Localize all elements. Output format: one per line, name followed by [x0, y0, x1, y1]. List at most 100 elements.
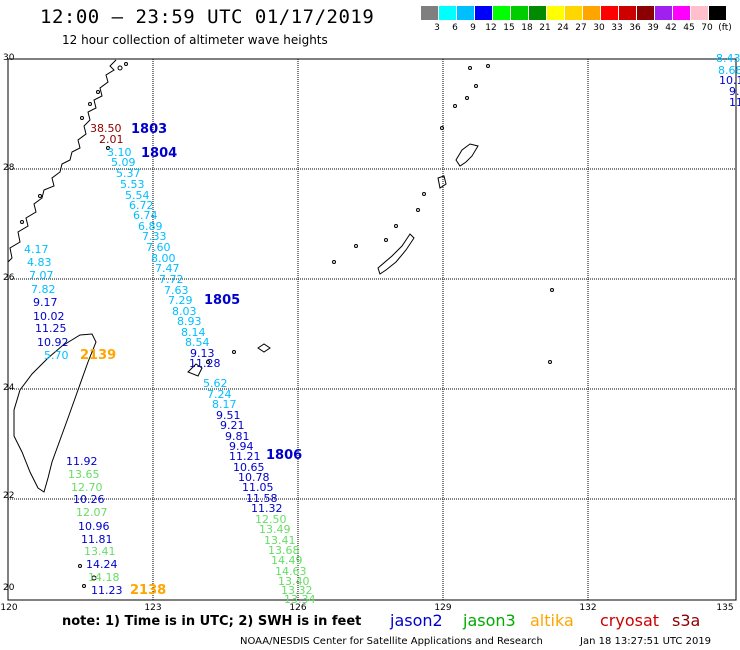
pass-time-label: 2139 [80, 348, 117, 363]
wave-height-value: 12.07 [76, 506, 108, 519]
wave-height-value: 7.60 [146, 241, 171, 254]
wave-height-value: 14.18 [88, 571, 120, 584]
wave-height-value: 13.32 [281, 584, 313, 597]
wave-height-value: 8.03 [172, 305, 197, 318]
wave-height-value: 7.24 [207, 388, 232, 401]
wave-height-value: 10.02 [33, 310, 65, 323]
satellite-name: s3a [672, 611, 701, 630]
wave-height-value: 7.07 [29, 269, 54, 282]
legend-swatch [601, 6, 619, 20]
wave-height-value: 2.01 [99, 133, 124, 146]
wave-height-value: 6.72 [129, 199, 154, 212]
legend-label: 45 [683, 23, 695, 33]
wave-height-value: 14.49 [271, 554, 303, 567]
legend-label: 36 [629, 23, 641, 33]
wave-height-value: 7.63 [164, 284, 189, 297]
lon-label: 123 [144, 603, 162, 613]
wave-height-value: 13.41 [84, 545, 116, 558]
wave-height-value: 5.62 [203, 377, 228, 390]
wave-height-value: 13.65 [68, 468, 100, 481]
legend-swatch [457, 6, 475, 20]
legend-label: 3 [434, 23, 440, 33]
wave-height-value: 13.40 [278, 575, 310, 588]
lon-label: 129 [434, 603, 452, 613]
footer-note: note: 1) Time is in UTC; 2) SWH is in fe… [62, 614, 362, 629]
wave-height-value: 8.14 [181, 326, 206, 339]
legend-label: 6 [452, 23, 458, 33]
wave-height-value: 5.53 [120, 178, 145, 191]
legend-label: 12 [485, 23, 497, 33]
wave-height-value: 10.1 [719, 74, 740, 87]
wave-height-value: 7.82 [31, 283, 56, 296]
wave-height-value: 9.13 [190, 347, 215, 360]
wave-height-value: 10.92 [37, 336, 69, 349]
legend-swatch [565, 6, 583, 20]
wave-height-value: 3.10 [107, 146, 132, 159]
legend-label: (ft) [718, 23, 732, 33]
ryukyu-islands [78, 64, 554, 588]
wave-height-value: 5.70 [44, 349, 69, 362]
legend-label: 21 [539, 23, 551, 33]
legend-label: 70 [701, 23, 713, 33]
legend-swatch [421, 6, 439, 20]
lat-label: 28 [3, 163, 15, 173]
legend-label: 42 [665, 23, 677, 33]
lat-label: 30 [3, 53, 15, 63]
legend-swatch [673, 6, 691, 20]
lon-label: 135 [716, 603, 734, 613]
coastal-islands [20, 62, 128, 224]
wave-height-value: 8.54 [185, 336, 210, 349]
legend-swatch [619, 6, 637, 20]
wave-height-value: 7.33 [142, 230, 167, 243]
lat-label: 22 [3, 491, 15, 501]
legend-swatch [439, 6, 457, 20]
legend-label: 33 [611, 23, 623, 33]
wave-height-value: 11 [729, 96, 740, 109]
lon-label: 126 [289, 603, 307, 613]
wave-height-value: 6.74 [133, 209, 158, 222]
wave-height-value: 8.43 [716, 52, 740, 65]
wave-height-value: 9.51 [216, 409, 241, 422]
wave-height-value: 4.83 [27, 256, 52, 269]
wave-height-value: 9. [729, 85, 740, 98]
wave-height-value: 14.63 [275, 565, 307, 578]
wave-height-value: 11.81 [81, 533, 113, 546]
wave-height-value: 10.26 [73, 493, 105, 506]
wave-height-value: 11.32 [251, 502, 283, 515]
wave-height-value: 8.93 [177, 315, 202, 328]
wave-height-value: 13.49 [259, 523, 291, 536]
wave-height-value: 11.21 [229, 450, 261, 463]
legend-swatch [547, 6, 565, 20]
wave-height-value: 9.81 [225, 430, 250, 443]
lat-label: 26 [3, 273, 15, 283]
wave-height-value: 13.68 [268, 544, 300, 557]
satellite-name: cryosat [600, 611, 660, 630]
wave-height-value: 10.78 [238, 471, 270, 484]
china-coastline [7, 59, 117, 263]
taiwan-island [13, 333, 97, 493]
satellite-name: jason3 [463, 611, 516, 630]
map-frame [7, 58, 737, 601]
wave-height-value: 6.89 [138, 220, 163, 233]
generation-timestamp: Jan 18 13:27:51 UTC 2019 [580, 636, 712, 647]
wave-height-value: 10.96 [78, 520, 110, 533]
legend-label: 24 [557, 23, 569, 33]
wave-height-value: 7.47 [155, 262, 180, 275]
legend-swatch [709, 6, 727, 20]
satellite-name: jason2 [390, 611, 443, 630]
pass-time-label: 1806 [266, 448, 303, 463]
wave-height-value: 11.05 [242, 481, 274, 494]
legend-swatch [583, 6, 601, 20]
credit-line: NOAA/NESDIS Center for Satellite Applica… [240, 636, 543, 647]
legend-swatch [691, 6, 709, 20]
legend-swatch [475, 6, 493, 20]
wave-height-value: 8.68 [718, 64, 740, 77]
legend-swatch [529, 6, 547, 20]
grid-lines [8, 59, 736, 600]
wave-height-value: 11.23 [91, 584, 123, 597]
wave-height-value: 13.41 [264, 534, 296, 547]
legend-label: 18 [521, 23, 533, 33]
wave-height-value: 38.50 [90, 122, 122, 135]
legend-label: 39 [647, 23, 659, 33]
